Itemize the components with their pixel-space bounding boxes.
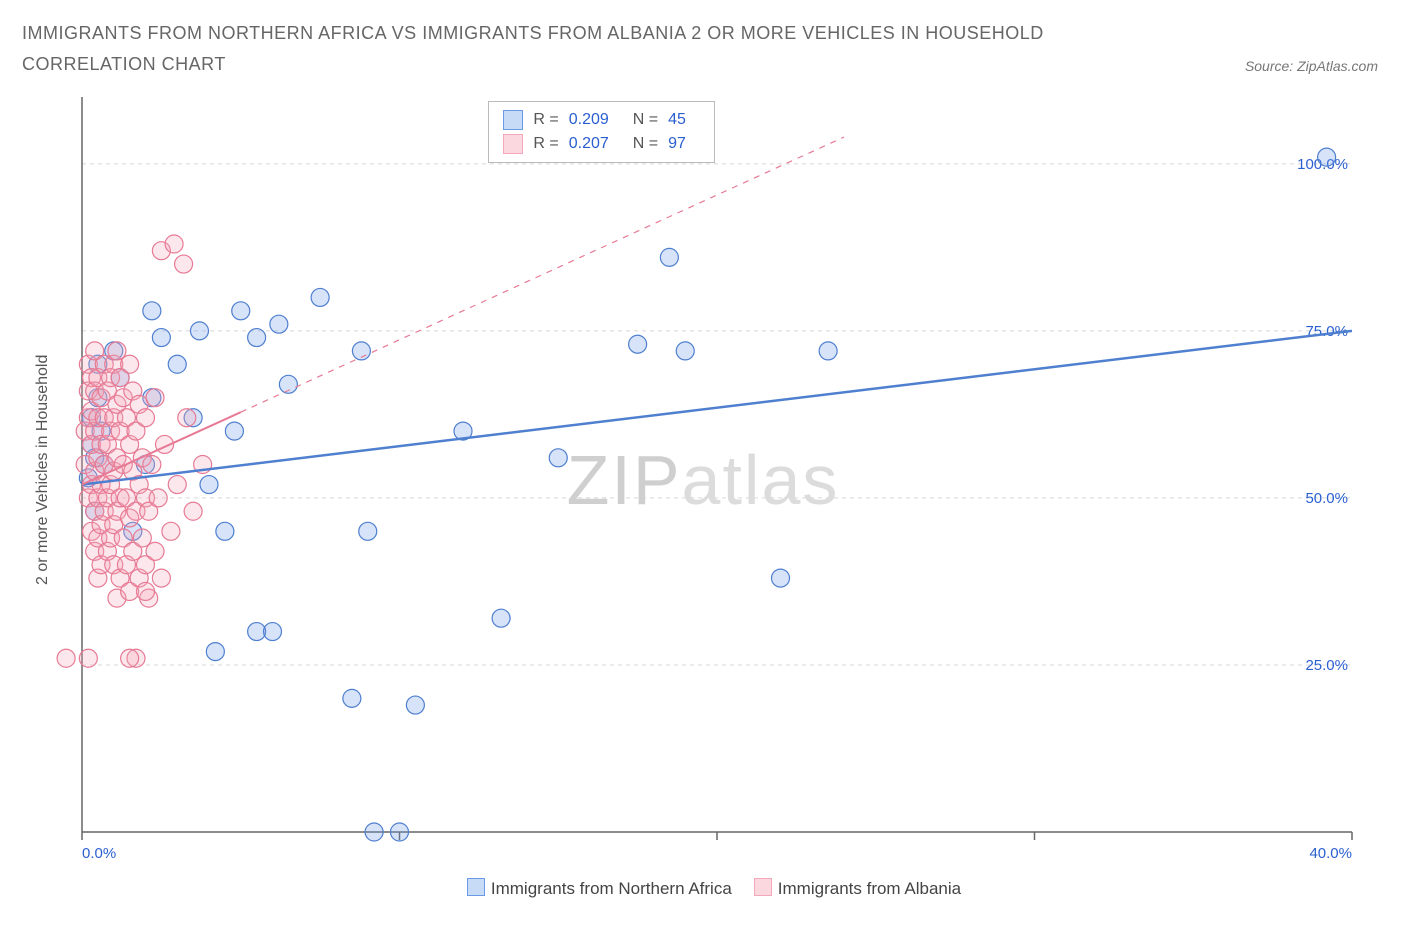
chart-container: 2 or more Vehicles in Household ZIPatlas… [22,87,1384,872]
legend-swatch [754,878,772,896]
r-label: R = [533,135,558,153]
legend-swatch [503,110,523,130]
svg-text:0.0%: 0.0% [82,845,116,862]
n-label: N = [633,135,658,153]
y-axis-title: 2 or more Vehicles in Household [34,354,52,584]
legend-label: Immigrants from Albania [778,879,961,898]
legend-swatch [467,878,485,896]
svg-text:25.0%: 25.0% [1305,657,1348,674]
svg-text:50.0%: 50.0% [1305,490,1348,507]
stats-legend: R = 0.209 N = 45 R = 0.207 N = 97 [488,101,715,163]
scatter-chart: 25.0%50.0%75.0%100.0%0.0%40.0% [22,87,1362,867]
n-value: 45 [668,111,686,129]
stats-legend-row: R = 0.207 N = 97 [503,132,700,156]
bottom-legend: Immigrants from Northern Africa Immigrant… [22,878,1384,899]
svg-text:40.0%: 40.0% [1309,845,1352,862]
r-value: 0.209 [569,111,609,129]
r-label: R = [533,111,558,129]
source-label: Source: ZipAtlas.com [1245,58,1378,74]
n-value: 97 [668,135,686,153]
page-title: IMMIGRANTS FROM NORTHERN AFRICA VS IMMIG… [22,18,1122,79]
legend-swatch [503,134,523,154]
stats-legend-row: R = 0.209 N = 45 [503,108,700,132]
n-label: N = [633,111,658,129]
legend-label: Immigrants from Northern Africa [491,879,732,898]
r-value: 0.207 [569,135,609,153]
